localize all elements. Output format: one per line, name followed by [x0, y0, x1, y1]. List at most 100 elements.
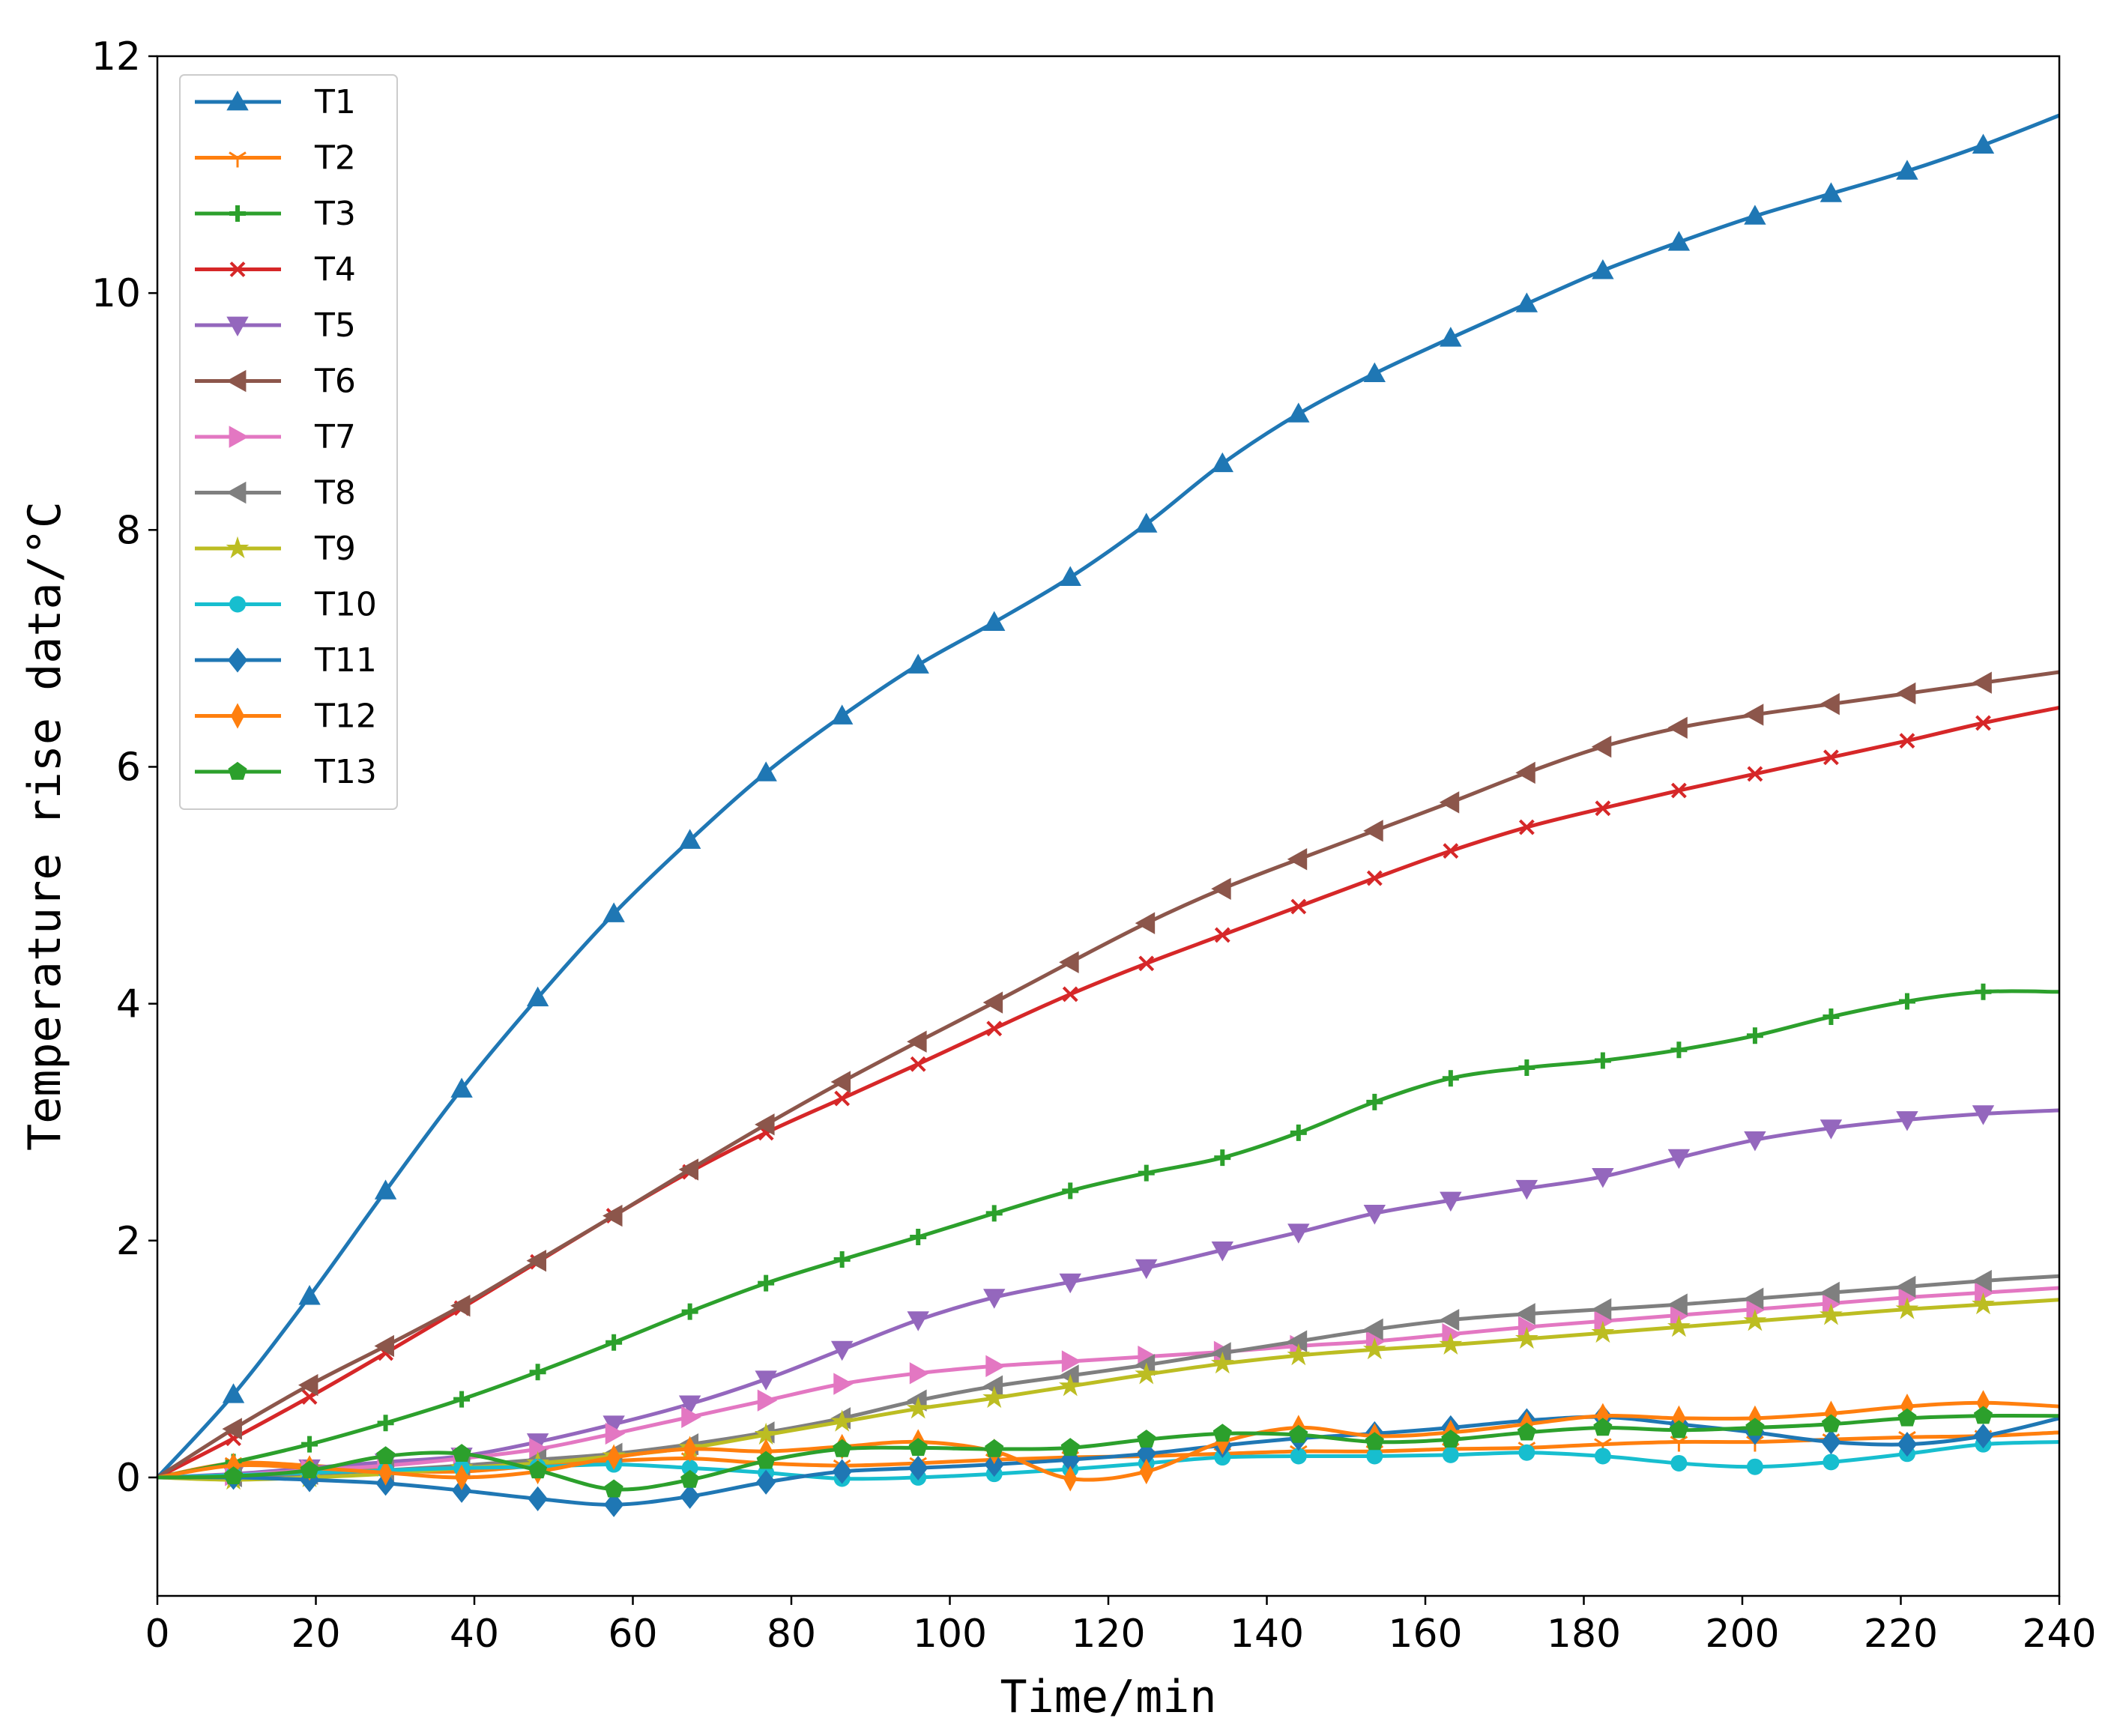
- data-point-T1: [222, 1383, 245, 1403]
- data-point-T1: [1287, 402, 1310, 423]
- data-point-T3: [1062, 1182, 1079, 1200]
- data-point-T1: [450, 1077, 473, 1098]
- data-point-T10: [1822, 1454, 1840, 1471]
- data-point-T3: [985, 1205, 1003, 1222]
- data-point-T1: [603, 902, 625, 922]
- data-point-T3: [1822, 1008, 1840, 1025]
- data-point-T8: [1895, 1275, 1916, 1298]
- data-point-T1: [755, 761, 777, 781]
- data-point-T4: [1138, 955, 1155, 972]
- data-point-T8: [1743, 1287, 1764, 1310]
- x-tick-label: 120: [1071, 1612, 1145, 1657]
- data-point-T4: [1214, 927, 1230, 943]
- legend-item-T1: T1: [195, 83, 356, 121]
- legend-item-T10: T10: [195, 586, 377, 624]
- data-point-T5: [830, 1340, 854, 1361]
- legend-label: T9: [314, 530, 356, 568]
- legend-marker: [229, 151, 247, 168]
- y-tick-label: 8: [116, 508, 141, 553]
- x-tick-label: 100: [913, 1612, 987, 1657]
- legend-item-T7: T7: [195, 418, 356, 456]
- data-point-T5: [1896, 1111, 1918, 1131]
- data-point-T4: [1670, 782, 1687, 799]
- data-point-T6: [1819, 692, 1840, 716]
- legend-label: T8: [314, 474, 356, 512]
- data-point-T1: [526, 986, 549, 1007]
- series-T3: [157, 983, 2060, 1480]
- legend-label: T1: [314, 83, 356, 121]
- data-point-T8: [1287, 1330, 1308, 1352]
- data-point-T6: [755, 1113, 775, 1136]
- data-point-T7: [985, 1355, 1006, 1378]
- data-point-T12: [606, 1444, 621, 1471]
- legend-marker: [226, 536, 250, 559]
- data-point-T11: [1897, 1432, 1918, 1457]
- data-point-T13: [223, 1466, 244, 1485]
- legend-label: T7: [314, 418, 356, 456]
- data-point-T5: [1211, 1241, 1233, 1262]
- data-point-T13: [1289, 1424, 1308, 1443]
- series-T13: [157, 1406, 2060, 1498]
- data-point-T10: [1670, 1454, 1688, 1472]
- data-point-T6: [1591, 735, 1612, 758]
- legend-label: T5: [314, 306, 356, 345]
- data-point-T4: [834, 1090, 851, 1107]
- data-point-T11: [832, 1459, 852, 1484]
- data-point-T6: [450, 1295, 471, 1317]
- data-point-T5: [1592, 1168, 1614, 1188]
- data-point-T13: [1669, 1420, 1688, 1439]
- data-point-T10: [1442, 1446, 1459, 1463]
- data-point-T11: [528, 1486, 548, 1511]
- data-point-T9: [1135, 1362, 1159, 1385]
- legend-marker: [227, 647, 248, 673]
- x-tick-label: 0: [145, 1612, 169, 1657]
- legend-item-T6: T6: [195, 363, 356, 401]
- data-point-T13: [452, 1444, 471, 1463]
- data-point-T4: [1823, 749, 1839, 766]
- data-point-T10: [1518, 1444, 1535, 1461]
- data-point-T9: [1743, 1309, 1767, 1331]
- legend: T1 T2 T3 T4 T5 T6 T7 T8 T9 T10 T11 T12 T13: [179, 74, 398, 810]
- legend-item-T12: T12: [195, 698, 377, 736]
- data-point-T8: [1667, 1293, 1688, 1316]
- data-point-T11: [984, 1451, 1005, 1478]
- data-point-T1: [830, 704, 854, 725]
- data-point-T7: [909, 1362, 930, 1385]
- x-tick-label: 40: [450, 1612, 499, 1657]
- data-point-T7: [757, 1389, 778, 1412]
- legend-label: T12: [314, 698, 377, 736]
- data-point-T6: [374, 1334, 394, 1358]
- data-point-T7: [605, 1422, 626, 1445]
- data-point-T6: [1667, 716, 1688, 739]
- data-point-T3: [1975, 983, 1992, 1000]
- data-point-T3: [377, 1415, 394, 1432]
- data-point-T13: [604, 1479, 623, 1498]
- data-point-T6: [1135, 912, 1156, 934]
- data-point-T6: [1287, 848, 1308, 871]
- data-point-T9: [982, 1385, 1006, 1409]
- data-point-T3: [1746, 1027, 1763, 1044]
- data-point-T13: [1441, 1430, 1461, 1448]
- data-point-T4: [1443, 843, 1459, 859]
- data-point-T9: [1362, 1337, 1386, 1360]
- data-point-T1: [1515, 292, 1538, 312]
- legend-marker: [229, 261, 246, 277]
- data-point-T9: [1972, 1292, 1995, 1315]
- data-point-T3: [301, 1436, 318, 1453]
- data-point-T13: [1137, 1430, 1156, 1448]
- data-point-T8: [1363, 1318, 1383, 1341]
- data-point-T3: [1670, 1041, 1688, 1059]
- data-point-T12: [683, 1436, 697, 1463]
- legend-marker: [226, 369, 247, 393]
- data-point-T9: [1058, 1373, 1082, 1397]
- data-point-T9: [1210, 1351, 1234, 1374]
- data-point-T6: [1439, 791, 1460, 814]
- data-point-T6: [907, 1030, 927, 1053]
- data-point-T6: [526, 1249, 546, 1272]
- data-point-T4: [1062, 986, 1078, 1002]
- data-point-T9: [830, 1409, 854, 1432]
- data-point-T11: [451, 1478, 472, 1503]
- legend-item-T3: T3: [195, 195, 356, 233]
- data-point-T5: [678, 1395, 701, 1415]
